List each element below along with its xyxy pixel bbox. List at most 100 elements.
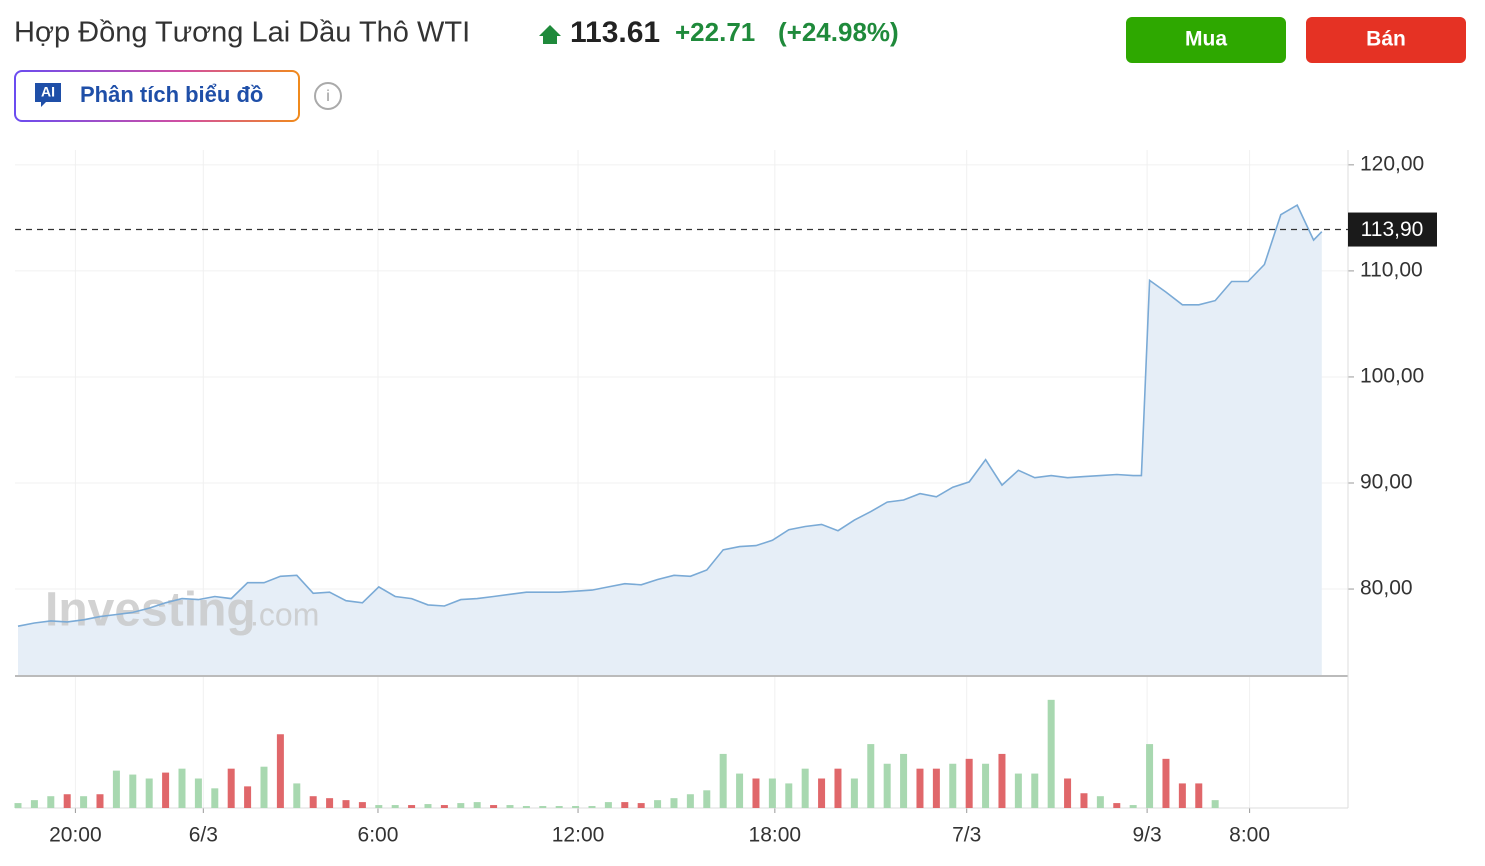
info-label[interactable]: i — [326, 88, 330, 105]
volume-bar — [211, 788, 219, 808]
ai-badge: AI — [41, 84, 55, 100]
volume-bar — [834, 768, 842, 808]
volume-bar — [818, 778, 826, 808]
volume-bar — [1178, 783, 1186, 808]
x-tick-label: 8:00 — [1229, 824, 1270, 847]
volume-bar — [1146, 744, 1154, 808]
y-tick-label: 80,00 — [1360, 577, 1413, 600]
volume-bar — [1162, 758, 1170, 808]
volume-bar — [883, 763, 891, 808]
sell-button[interactable] — [1306, 17, 1466, 63]
volume-bar — [80, 796, 88, 808]
x-tick-label: 7/3 — [952, 824, 981, 847]
volume-bar — [736, 773, 744, 808]
volume-bar — [457, 803, 465, 808]
volume-bar — [932, 768, 940, 808]
volume-bar — [850, 778, 858, 808]
volume-bar — [621, 802, 629, 808]
volume-bar — [752, 778, 760, 808]
volume-bar — [867, 744, 875, 808]
volume-bar — [342, 800, 350, 808]
volume-bar — [1014, 773, 1022, 808]
volume-bar — [244, 786, 252, 808]
volume-bar — [949, 763, 957, 808]
x-tick-label: 20:00 — [49, 824, 102, 847]
volume-bar — [1113, 803, 1121, 808]
volume-bar — [1031, 773, 1039, 808]
volume-bar — [490, 805, 498, 808]
volume-bar — [785, 783, 793, 808]
volume-bar — [1211, 800, 1219, 808]
volume-bar — [112, 770, 120, 808]
volume-bar — [637, 803, 645, 808]
volume-bar — [670, 798, 678, 808]
last-price-label: 113,90 — [1361, 218, 1424, 241]
info-icon[interactable] — [314, 82, 342, 110]
volume-bar — [194, 778, 202, 808]
up-arrow — [539, 25, 561, 44]
volume-bar — [1064, 778, 1072, 808]
volume-bar — [408, 805, 416, 808]
buy-label[interactable]: Mua — [1185, 28, 1227, 51]
volume-bar — [440, 805, 448, 808]
ai-button[interactable] — [14, 70, 300, 122]
volume-bar — [14, 803, 22, 808]
volume-bar — [686, 794, 694, 808]
volume-bar — [227, 768, 235, 808]
volume-bar — [326, 798, 334, 808]
volume-bar — [1047, 699, 1055, 808]
volume-bar — [719, 753, 727, 808]
change-percent: (+24.98%) — [778, 17, 899, 47]
volume-bar — [572, 806, 580, 808]
volume-bar — [555, 806, 563, 808]
volume-bar — [358, 802, 366, 808]
volume-bar — [982, 763, 990, 808]
volume-bar — [96, 794, 104, 808]
ai-label[interactable]: Phân tích biểu đồ — [80, 82, 263, 107]
volume-bar — [473, 802, 481, 808]
volume-bar — [900, 753, 908, 808]
volume-bar — [1096, 796, 1104, 808]
volume-bar — [1195, 783, 1203, 808]
volume-bar — [145, 778, 153, 808]
title: Hợp Đồng Tương Lai Dầu Thô WTI — [14, 17, 470, 49]
ai-icon — [35, 83, 61, 107]
volume-bar — [1080, 793, 1088, 808]
y-tick-label: 100,00 — [1360, 364, 1424, 387]
y-tick-label: 120,00 — [1360, 152, 1424, 175]
watermark-suffix: .com — [250, 596, 319, 632]
volume-bar — [293, 783, 301, 808]
volume-bar — [801, 768, 809, 808]
volume-bar — [47, 796, 55, 808]
volume-bar — [539, 806, 547, 808]
volume-bar — [965, 758, 973, 808]
y-tick-label: 90,00 — [1360, 471, 1413, 494]
x-tick-label: 12:00 — [552, 824, 605, 847]
volume-bar — [178, 768, 186, 808]
volume-bar — [276, 734, 284, 808]
volume-bar — [916, 768, 924, 808]
volume-bar — [260, 766, 268, 808]
volume-bar — [768, 778, 776, 808]
volume-bar — [604, 802, 612, 808]
sell-label[interactable]: Bán — [1366, 28, 1406, 51]
volume-bar — [391, 805, 399, 808]
change: +22.71 — [675, 17, 755, 47]
x-tick-label: 6/3 — [189, 824, 218, 847]
volume-bar — [309, 796, 317, 808]
area — [18, 205, 1322, 676]
volume-bar — [129, 774, 137, 808]
volume-bar — [63, 794, 71, 808]
volume-bar — [506, 805, 514, 808]
volume-bar — [588, 806, 596, 808]
volume-bar — [998, 753, 1006, 808]
volume-bar — [30, 800, 38, 808]
volume-bar — [654, 800, 662, 808]
y-tick-label: 110,00 — [1360, 258, 1423, 281]
x-tick-label: 6:00 — [358, 824, 399, 847]
price: 113.61 — [570, 16, 660, 49]
volume-bar — [1129, 805, 1137, 808]
buy-button[interactable] — [1126, 17, 1286, 63]
